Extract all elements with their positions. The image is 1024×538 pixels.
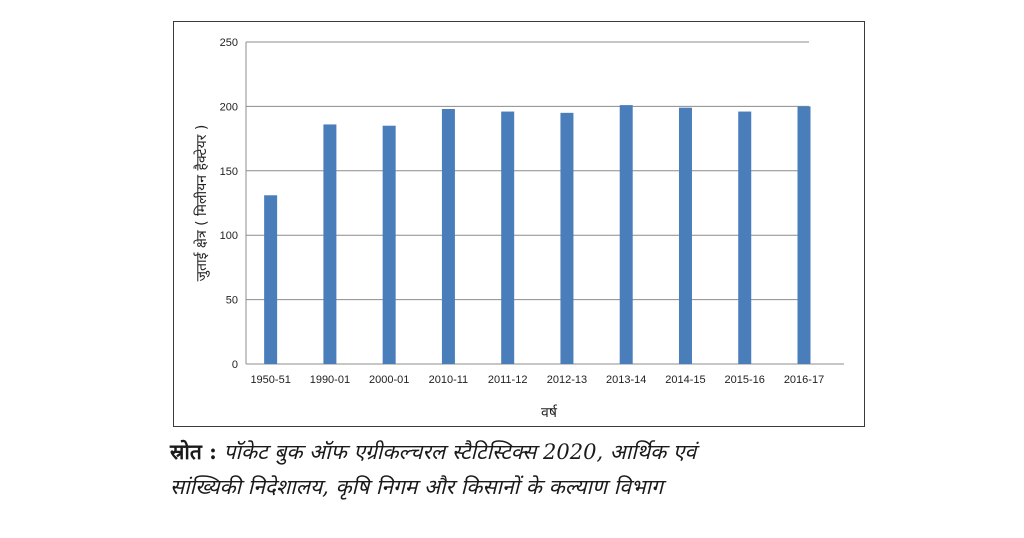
bar-chart: 0 50 100 150 200 250 1950-51 1990-01 2000-01 2010… [193, 37, 844, 421]
bar-2014-15 [678, 107, 692, 365]
source-line-2: सांख्यिकी निदेशालय, कृषि निगम और किसानों… [170, 473, 663, 501]
y-tick-label-50: 50 [226, 295, 238, 307]
y-tick-label-250: 250 [220, 37, 238, 49]
bar-2012-13 [560, 112, 574, 364]
source-text-line-1: पॉकेट बुक ऑफ एग्रीकल्चरल स्टैटिस्टिक्स 2… [223, 440, 697, 464]
y-tick-label-100: 100 [220, 230, 238, 242]
source-label: स्रोत : [170, 439, 217, 464]
x-tick-label-2013-14: 2013-14 [606, 374, 646, 386]
bar-1950-51 [264, 195, 278, 364]
source-text-line-2: सांख्यिकी निदेशालय, कृषि निगम और किसानों… [170, 475, 663, 499]
bar-2010-11 [441, 108, 455, 364]
x-tick-label-2015-16: 2015-16 [725, 374, 765, 386]
bar-2016-17 [797, 106, 811, 365]
x-tick-label-2012-13: 2012-13 [547, 374, 587, 386]
chart-frame: 0 50 100 150 200 250 1950-51 1990-01 2000-01 2010… [173, 21, 865, 427]
x-tick-label-2000-01: 2000-01 [369, 374, 409, 386]
x-tick-label-1990-01: 1990-01 [310, 374, 350, 386]
y-axis-label: जुताई क्षेत्र ( मिलीयन हैक्टेयर ) [193, 125, 210, 282]
x-tick-label-1950-51: 1950-51 [250, 374, 290, 386]
x-tick-label-2010-11: 2010-11 [429, 374, 469, 386]
y-tick-label-200: 200 [220, 101, 238, 113]
x-axis-label: वर्ष [541, 404, 558, 421]
x-tick-label-2016-17: 2016-17 [784, 374, 824, 386]
y-tick-label-0: 0 [232, 359, 238, 371]
source-line-1: स्रोत : पॉकेट बुक ऑफ एग्रीकल्चरल स्टैटिस… [170, 438, 696, 466]
bar-1990-01 [323, 124, 337, 364]
y-tick-label-150: 150 [220, 166, 238, 178]
bar-2013-14 [619, 105, 633, 364]
bar-2011-12 [501, 111, 515, 364]
bar-2015-16 [738, 111, 752, 364]
bar-2000-01 [382, 125, 396, 364]
x-tick-label-2014-15: 2014-15 [665, 374, 705, 386]
x-tick-label-2011-12: 2011-12 [488, 374, 528, 386]
